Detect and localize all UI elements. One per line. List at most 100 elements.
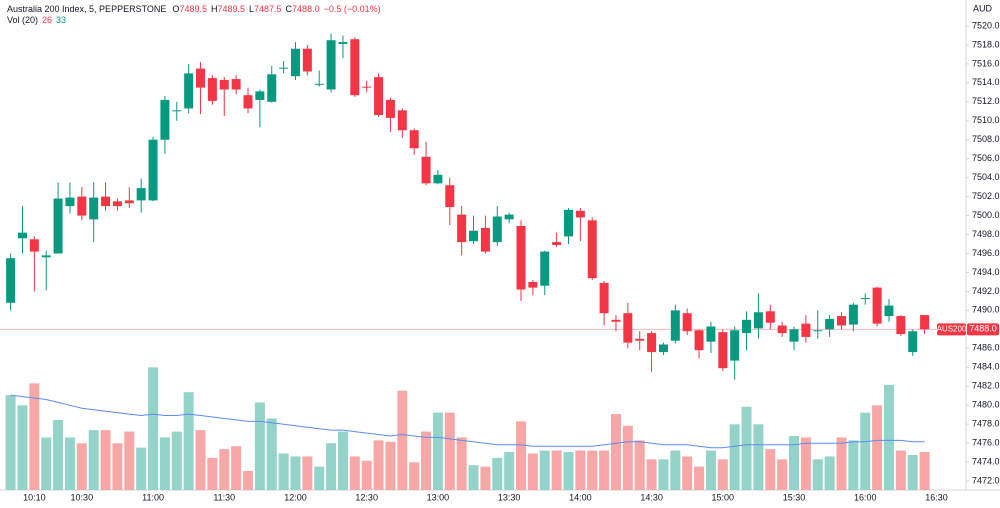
candle-body <box>326 40 336 90</box>
y-tick-label: 7504.0 <box>972 172 1000 182</box>
candle-body <box>647 333 657 353</box>
volume-bar <box>717 459 728 490</box>
y-tick-label: 7514.0 <box>972 77 1000 87</box>
volume-bar <box>634 440 645 490</box>
last-price-name-box <box>937 323 966 336</box>
volume-bar <box>872 405 883 490</box>
candle-body <box>504 214 514 220</box>
volume-value: 26 <box>42 15 52 25</box>
ohlc-label: L <box>249 4 254 14</box>
candle-body <box>730 330 740 361</box>
ohlc-value: 7489.5 <box>179 4 207 14</box>
y-tick-label: 7480.0 <box>972 400 1000 410</box>
candle-body <box>53 198 63 254</box>
candle-body <box>469 230 479 242</box>
volume-bar <box>171 431 182 490</box>
candle-body <box>160 99 170 140</box>
volume-bar <box>824 456 835 490</box>
volume-bar <box>575 450 586 490</box>
candle-body <box>445 185 455 208</box>
volume-bar <box>907 454 918 490</box>
y-tick-label: 7498.0 <box>972 229 1000 239</box>
volume-bar <box>302 456 313 490</box>
candle-body <box>480 227 490 252</box>
last-price-value: 7488.0 <box>969 324 997 334</box>
x-tick-label: 11:00 <box>142 492 164 502</box>
volume-bar <box>800 437 811 490</box>
candle-body <box>385 99 395 118</box>
y-tick-label: 7496.0 <box>972 248 1000 258</box>
candle-body <box>587 220 597 279</box>
candle-body <box>694 330 704 351</box>
y-tick-label: 7492.0 <box>972 286 1000 296</box>
volume-bar <box>729 424 740 490</box>
volume-bar <box>183 392 194 490</box>
volume-bar <box>124 431 135 490</box>
change: −0.5 (−0.01%) <box>324 4 381 14</box>
candle-body <box>17 232 27 239</box>
ohlc-label: C <box>286 4 293 14</box>
ohlc-value: 7488.0 <box>292 4 320 14</box>
candle-body <box>516 225 526 290</box>
candle-body <box>920 315 930 330</box>
x-tick-label: 10:30 <box>71 492 94 502</box>
volume-bar <box>231 446 242 490</box>
volume-bar <box>670 450 681 490</box>
ohlc-value: 7489.5 <box>217 4 245 14</box>
ohlc-label: H <box>211 4 218 14</box>
candle-body <box>563 209 573 237</box>
x-tick-label: 13:00 <box>427 492 450 502</box>
volume-legend: Vol (20) 26 33 <box>7 15 66 25</box>
volume-bar <box>527 453 538 490</box>
candle-body <box>848 304 858 325</box>
candle-body <box>362 86 372 88</box>
title: Australia 200 Index, 5, PEPPERSTONE <box>7 4 166 14</box>
volume-bar <box>148 367 159 490</box>
candle-body <box>255 91 265 100</box>
volume-bar <box>385 441 396 490</box>
y-tick-label: 7474.0 <box>972 456 1000 466</box>
candle-body <box>89 197 99 220</box>
x-tick-label: 12:00 <box>284 492 307 502</box>
candle-body <box>860 298 870 300</box>
candle-body <box>433 174 443 184</box>
volume-bar <box>622 425 633 490</box>
volume-bar <box>76 443 87 490</box>
y-tick-label: 7472.0 <box>972 475 1000 485</box>
volume-bar <box>812 459 823 490</box>
volume-bar <box>219 449 230 490</box>
candle-body <box>801 323 811 337</box>
y-tick-label: 7508.0 <box>972 134 1000 144</box>
candle-body <box>872 287 882 324</box>
candle-body <box>207 78 217 101</box>
y-tick-label: 7516.0 <box>972 58 1000 68</box>
candle-body <box>670 310 680 341</box>
volume-bar <box>361 460 372 490</box>
candle-body <box>338 42 348 44</box>
volume-bar <box>41 437 52 490</box>
volume-bar <box>326 443 337 490</box>
volume-bar <box>587 450 598 490</box>
x-tick-label: 10:10 <box>23 492 46 502</box>
volume-bar <box>195 430 206 490</box>
volume-bar <box>895 450 906 490</box>
candle-body <box>397 110 407 131</box>
volume-bar <box>409 462 420 490</box>
candle-body <box>172 110 182 112</box>
candle-body <box>219 80 229 90</box>
candle-body <box>789 329 799 342</box>
candle-body <box>575 210 585 218</box>
x-tick-label: 16:30 <box>925 492 948 502</box>
volume-bar <box>243 471 253 490</box>
candle-body <box>623 313 633 343</box>
y-tick-label: 7518.0 <box>972 39 1000 49</box>
volume-bar <box>432 412 443 490</box>
candle-body <box>658 344 668 353</box>
volume-bar <box>421 431 432 490</box>
volume-bar <box>599 450 610 490</box>
candle-body <box>148 139 158 201</box>
volume-bar <box>694 466 705 490</box>
volume-bar <box>456 437 467 490</box>
volume-bar <box>112 443 123 490</box>
